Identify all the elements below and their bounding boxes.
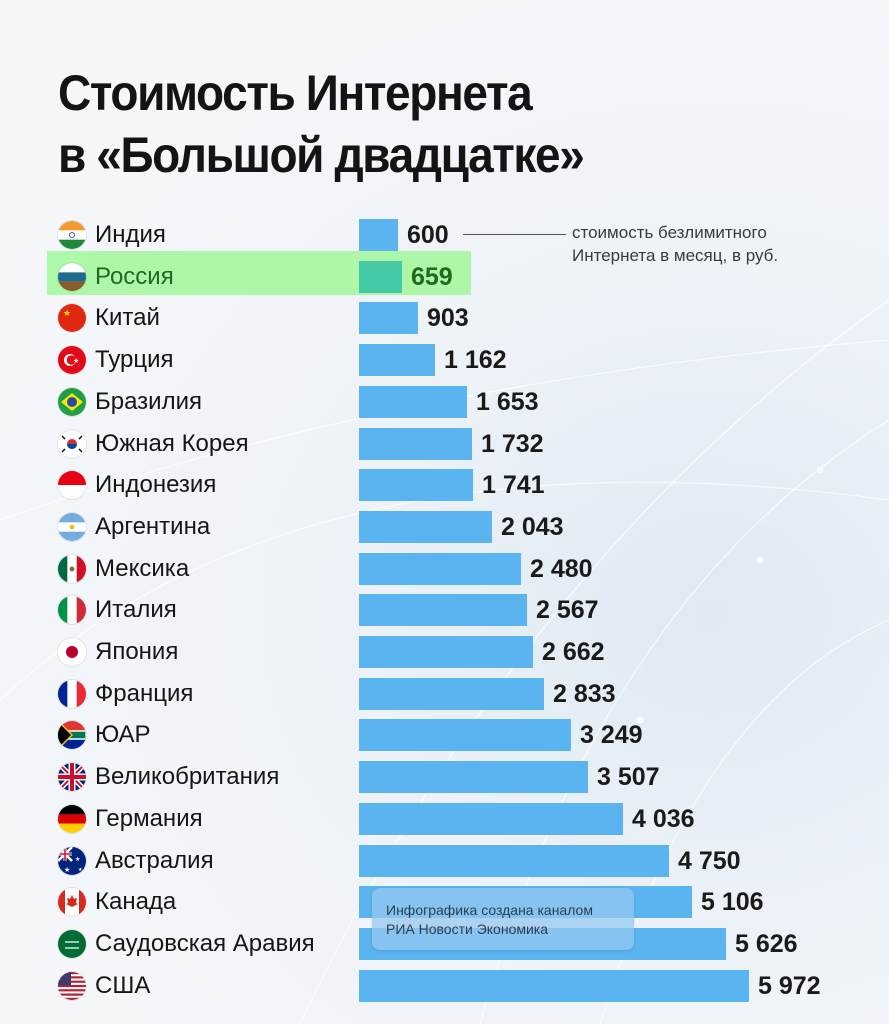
flag-italy-icon [58, 596, 86, 625]
value-label: 1 653 [476, 387, 539, 416]
country-label: Южная Корея [95, 429, 249, 457]
value-label: 1 162 [444, 346, 507, 375]
value-label: 2 567 [536, 596, 599, 625]
bar [359, 344, 435, 377]
flag-south-korea-icon [58, 429, 86, 458]
bar [359, 510, 492, 543]
value-label: 5 972 [758, 971, 821, 1000]
value-label: 4 750 [678, 846, 741, 875]
flag-brazil-icon [58, 387, 86, 416]
country-label: Великобритания [95, 763, 280, 791]
flag-russia-icon [58, 262, 86, 291]
bar [359, 677, 544, 710]
flag-germany-icon [58, 804, 86, 833]
value-label: 2 480 [530, 554, 593, 583]
flag-france-icon [58, 679, 86, 708]
bar [359, 469, 473, 502]
legend-note: стоимость безлимитного Интернета в месяц… [572, 221, 778, 267]
bar [359, 636, 533, 668]
value-label: 2 833 [553, 679, 616, 708]
flag-indonesia-icon [58, 471, 86, 500]
bar [359, 302, 418, 335]
flag-uk-icon [58, 763, 86, 792]
legend-note-line-1: стоимость безлимитного [572, 223, 767, 242]
svg-text:★: ★ [78, 867, 83, 873]
page-title: Стоимость Интернета в «Большой двадцатке… [58, 62, 585, 186]
country-label: США [95, 971, 151, 999]
credit-box: Инфографика создана каналом РИА Новости … [372, 888, 634, 950]
flag-india-icon [58, 221, 86, 249]
title-line-1: Стоимость Интернета [58, 65, 533, 121]
bar [359, 427, 472, 460]
country-label: Канада [95, 888, 177, 916]
bar [359, 761, 588, 794]
bar [359, 594, 527, 627]
value-label: 4 036 [632, 804, 695, 833]
country-label: Мексика [95, 554, 190, 582]
value-label: 903 [427, 304, 469, 333]
country-label: Саудовская Аравия [95, 929, 315, 957]
value-label: 1 732 [481, 429, 544, 458]
bar [359, 219, 398, 251]
flag-mexico-icon [58, 554, 86, 583]
value-label: 659 [411, 262, 453, 291]
country-label: Япония [95, 638, 179, 665]
flag-saudi-arabia-icon [58, 929, 86, 958]
credit-line-1: Инфографика создана каналом [386, 902, 593, 918]
legend-note-line-2: Интернета в месяц, в руб. [572, 246, 779, 265]
flag-canada-icon [58, 888, 86, 917]
legend-leader-line [463, 234, 566, 235]
country-label: Индонезия [95, 471, 217, 499]
title-line-2: в «Большой двадцатке» [58, 127, 585, 183]
flag-china-icon: ★ [58, 304, 86, 333]
country-label: Турция [95, 346, 174, 374]
country-label: Россия [95, 262, 174, 290]
country-label: ЮАР [95, 721, 151, 749]
bar [359, 552, 521, 585]
value-label: 600 [407, 221, 449, 249]
value-label: 2 662 [542, 638, 605, 666]
value-label: 2 043 [501, 512, 564, 541]
country-label: Индия [95, 221, 166, 248]
country-label: Франция [95, 679, 194, 707]
bar [359, 719, 571, 752]
credit-line-2: РИА Новости Экономика [386, 921, 549, 937]
svg-text:★: ★ [63, 308, 71, 318]
bar [359, 802, 623, 835]
value-label: 3 507 [597, 763, 660, 792]
flag-south-africa-icon [58, 721, 86, 750]
svg-text:★: ★ [75, 856, 80, 863]
bar [359, 969, 749, 1002]
flag-usa-icon [58, 971, 86, 1000]
country-label: Китай [95, 304, 160, 332]
flag-japan-icon [58, 638, 86, 666]
flag-turkey-icon: ★ [58, 346, 86, 375]
bar [359, 260, 402, 293]
value-label: 5 626 [735, 929, 798, 958]
svg-text:★: ★ [73, 357, 79, 365]
country-label: Австралия [95, 846, 214, 874]
country-label: Германия [95, 804, 203, 832]
value-label: 3 249 [580, 721, 643, 750]
flag-argentina-icon [58, 512, 86, 541]
svg-text:★: ★ [64, 866, 70, 874]
country-label: Аргентина [95, 512, 211, 540]
value-label: 1 741 [482, 471, 545, 500]
flag-australia-icon: ★ ★ ★ [58, 846, 86, 875]
value-label: 5 106 [701, 888, 764, 917]
bar [359, 385, 467, 418]
country-label: Италия [95, 596, 177, 624]
country-label: Бразилия [95, 387, 202, 415]
bar [359, 844, 669, 877]
